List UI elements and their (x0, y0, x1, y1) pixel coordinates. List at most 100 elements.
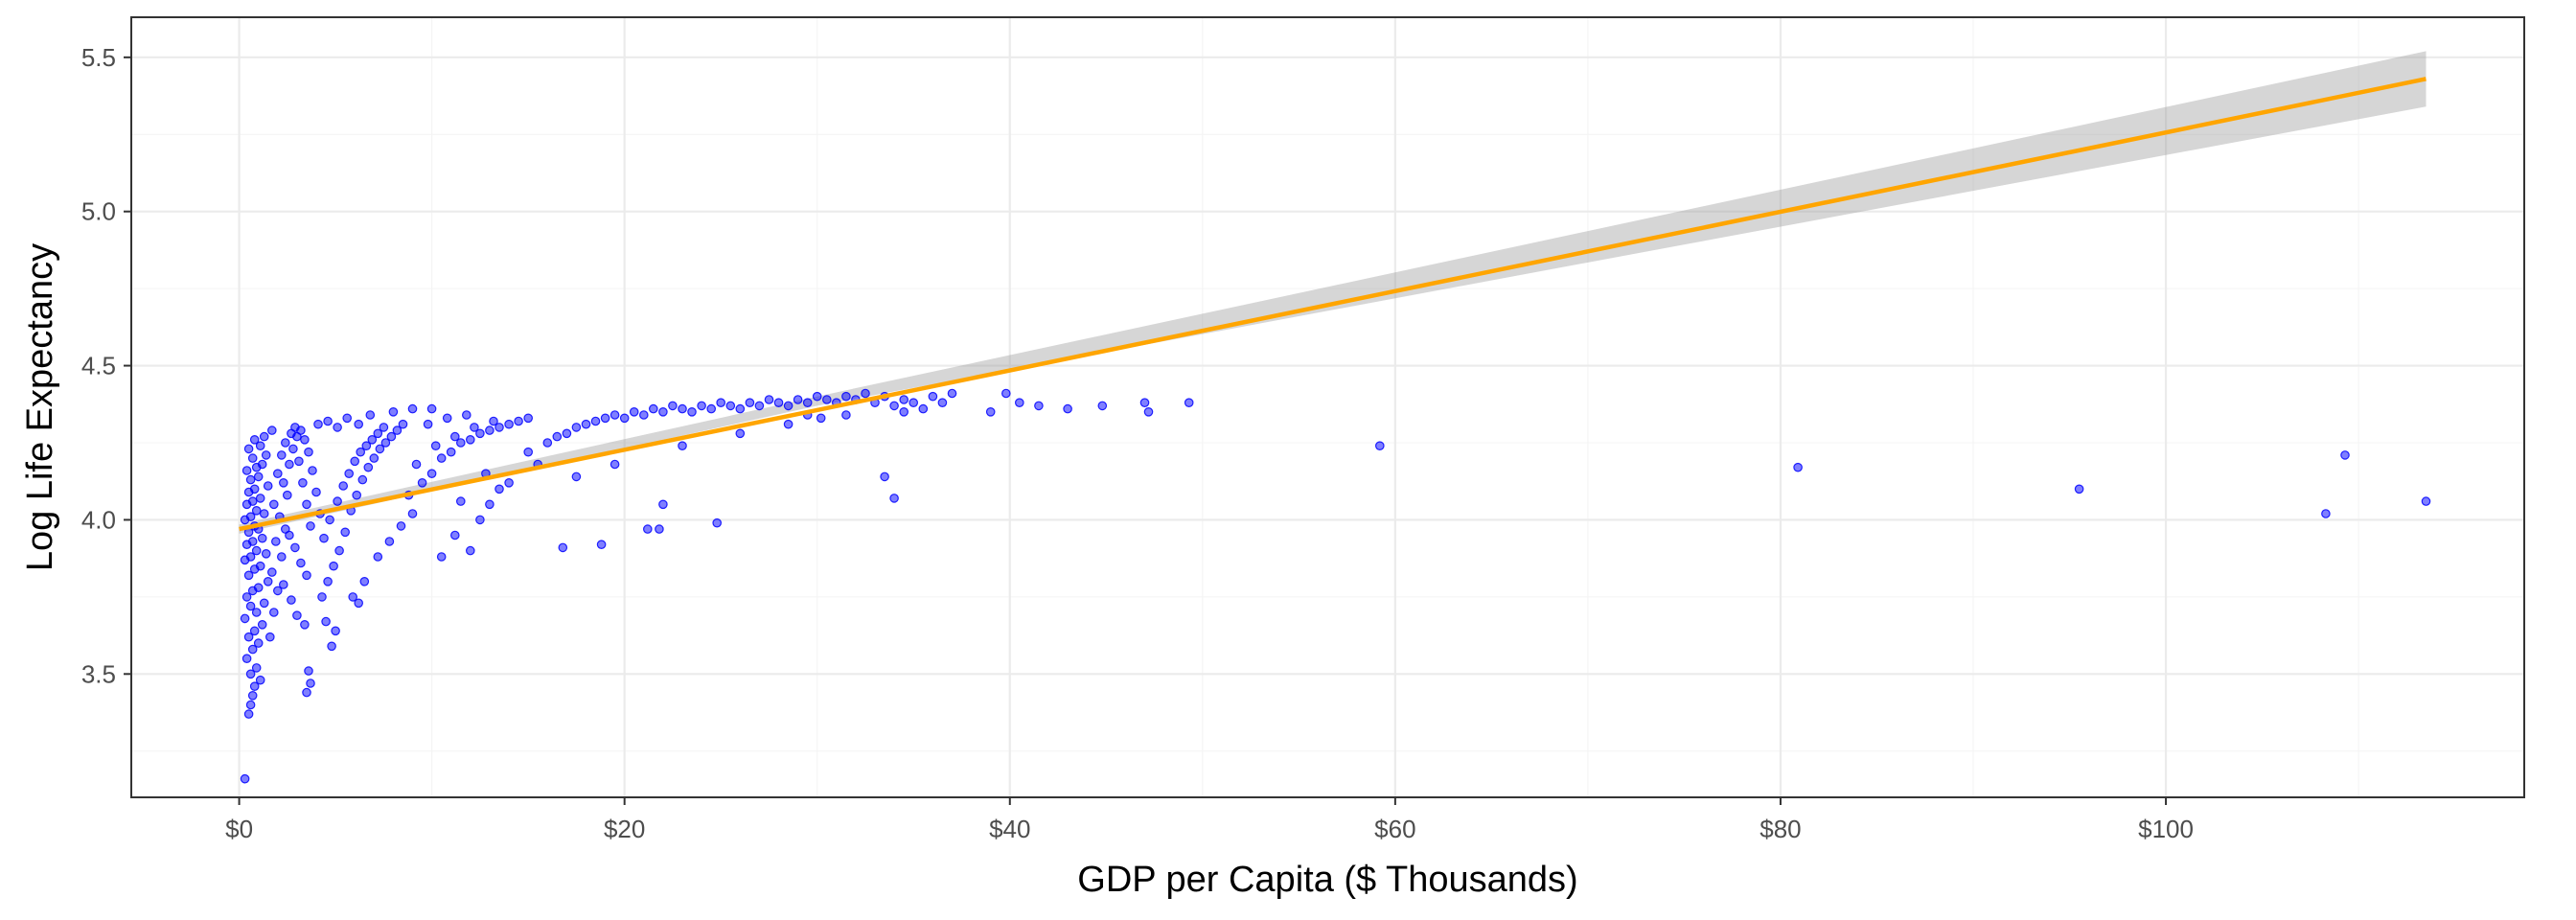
data-point (327, 641, 336, 652)
data-point (247, 690, 258, 701)
data-point (716, 398, 725, 407)
data-point (259, 509, 269, 518)
data-point (290, 423, 300, 432)
data-point (373, 552, 383, 562)
y-tick-label: 5.5 (81, 43, 116, 72)
data-point (292, 610, 302, 620)
data-point (712, 518, 722, 528)
data-point (323, 576, 333, 586)
x-tick-label: $0 (225, 815, 253, 843)
data-point (455, 496, 466, 506)
data-point (812, 391, 822, 402)
data-point (1143, 406, 1154, 417)
data-point (255, 441, 265, 450)
data-point (596, 540, 607, 549)
data-point (841, 410, 851, 420)
data-point (668, 401, 678, 411)
data-point (489, 416, 498, 426)
data-point (426, 403, 437, 414)
data-point (311, 487, 321, 497)
data-point (600, 413, 610, 424)
data-point (302, 687, 311, 698)
data-point (263, 481, 273, 491)
y-tick-label: 4.5 (81, 352, 116, 380)
data-point (2421, 496, 2431, 506)
data-point (245, 474, 256, 485)
data-point (558, 542, 568, 553)
data-point (253, 583, 264, 592)
data-point (282, 490, 292, 500)
data-point (386, 431, 397, 442)
data-point (243, 570, 254, 581)
data-point (268, 499, 279, 510)
data-point (494, 423, 504, 432)
data-point (278, 580, 288, 589)
data-point (352, 490, 361, 500)
data-point (245, 552, 256, 562)
data-point (2074, 484, 2084, 494)
data-point (321, 616, 331, 627)
data-point (889, 401, 899, 411)
data-point (725, 401, 736, 411)
y-axis: 3.5 4.0 4.5 5.0 5.5 (81, 43, 131, 688)
data-point (706, 403, 716, 414)
data-point (270, 537, 281, 546)
data-point (2340, 450, 2350, 460)
x-tick-label: $20 (604, 815, 645, 843)
data-point (263, 576, 273, 586)
data-point (783, 419, 794, 429)
data-point (350, 456, 359, 467)
data-point (889, 494, 899, 503)
data-point (590, 416, 601, 426)
data-point (523, 413, 533, 424)
data-point (247, 496, 258, 506)
data-point (240, 613, 250, 624)
data-point (348, 592, 357, 602)
data-point (243, 709, 254, 719)
data-point (251, 505, 262, 516)
data-point (240, 773, 250, 784)
data-point (264, 632, 275, 642)
confidence-band (239, 51, 2426, 534)
data-point (436, 453, 447, 463)
y-tick-label: 5.0 (81, 197, 116, 226)
data-point (678, 441, 687, 450)
data-point (571, 472, 582, 482)
data-point (449, 431, 460, 442)
x-axis-title: GDP per Capita ($ Thousands) (1077, 860, 1577, 900)
data-point (430, 441, 441, 450)
data-point (242, 654, 252, 663)
data-point (287, 595, 296, 605)
data-point (276, 552, 287, 562)
data-point (296, 558, 306, 568)
data-point (359, 576, 370, 586)
data-point (1034, 401, 1044, 411)
data-point (249, 434, 260, 445)
data-point (908, 398, 918, 407)
data-point (357, 474, 368, 485)
data-point (342, 413, 352, 424)
data-point (985, 406, 996, 417)
data-point (455, 438, 466, 448)
data-point (325, 515, 334, 525)
data-point (899, 406, 908, 417)
data-point (290, 542, 300, 553)
data-point (356, 447, 365, 457)
data-point (423, 419, 433, 429)
data-point (245, 669, 256, 679)
data-point (251, 663, 262, 673)
data-point (247, 644, 258, 655)
data-point (442, 413, 452, 424)
data-point (333, 423, 342, 432)
data-point (338, 481, 348, 491)
data-point (375, 444, 385, 454)
data-point (272, 469, 283, 478)
data-point (465, 434, 475, 445)
data-point (268, 608, 279, 617)
data-point (249, 626, 260, 636)
data-point (304, 447, 313, 457)
data-point (475, 428, 485, 439)
data-point (398, 419, 408, 429)
data-point (255, 494, 265, 503)
data-point (384, 537, 395, 546)
